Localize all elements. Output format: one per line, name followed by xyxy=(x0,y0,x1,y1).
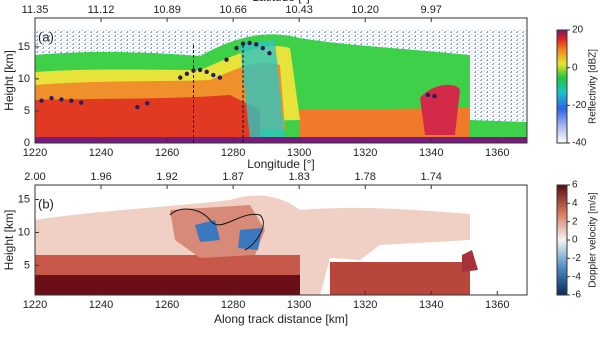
colorbar xyxy=(556,184,568,296)
y-axis-title: Height [km] xyxy=(2,210,16,271)
colorbar-tick-label: 4 xyxy=(572,198,578,209)
cloud-top-point xyxy=(49,95,54,101)
y-tick-label: 15 xyxy=(18,41,30,53)
x-tick-label: 1340 xyxy=(419,299,443,311)
top-tick-label: 10.20 xyxy=(351,4,379,16)
surface xyxy=(35,137,527,143)
x-tick-label: 1260 xyxy=(155,299,179,311)
velocity-field xyxy=(35,195,478,295)
top-tick-label: 1.74 xyxy=(421,171,442,183)
top-tick-label: 9.97 xyxy=(421,4,442,16)
field-cell xyxy=(420,84,460,135)
cloud-top-point xyxy=(197,67,203,73)
cloud-top-point xyxy=(234,45,239,51)
field-red xyxy=(35,95,260,138)
contour xyxy=(169,208,264,251)
panel-label: (a) xyxy=(38,29,54,44)
cloud-top-point xyxy=(211,72,216,78)
top-tick-label: 1.92 xyxy=(156,171,177,183)
cloud-top-point xyxy=(217,75,223,80)
colorbar-title: Reflectivity [dBZ] xyxy=(588,49,599,124)
top-tick-label: 10.66 xyxy=(219,4,247,16)
field-cyan xyxy=(240,40,285,140)
top-tick-label: 11.35 xyxy=(22,4,49,16)
cloud-top-point xyxy=(260,45,266,51)
cloud-top-point xyxy=(59,97,64,102)
colorbar-tick-label: 0 xyxy=(572,62,578,73)
y-tick-label: 15 xyxy=(18,193,30,205)
cloud-top-point xyxy=(39,98,44,103)
top-axis-title: Longitude [°] xyxy=(247,157,315,171)
cloud-top-point xyxy=(69,98,74,103)
field-blue xyxy=(195,220,262,250)
colorbar-tick-label: 20 xyxy=(572,25,584,36)
cloud-top-point xyxy=(178,75,183,80)
y-tick-label: 10 xyxy=(18,226,30,238)
x-tick-label: 1220 xyxy=(23,299,47,311)
x-tick-label: 1300 xyxy=(287,299,311,311)
top-tick-label: 1.87 xyxy=(222,171,243,183)
cloud-top-point xyxy=(184,71,190,76)
x-tick-label: 1360 xyxy=(485,147,509,159)
panel-label: (b) xyxy=(38,196,54,211)
top-tick-label: 1.83 xyxy=(288,171,309,183)
cloud-top-point xyxy=(204,69,209,75)
x-tick-label: 1280 xyxy=(221,147,245,159)
colorbar-tick-label: -20 xyxy=(572,100,587,111)
colorbar-tick-label: 2 xyxy=(572,216,578,227)
cloud-top-point xyxy=(240,41,246,46)
top-axis-title: Latitude [°] xyxy=(252,0,310,4)
cloud-top-point xyxy=(425,92,431,98)
colorbar-title: Doppler velocity [m/s] xyxy=(588,192,599,288)
top-tick-label: 1.96 xyxy=(90,171,111,183)
x-tick-label: 1240 xyxy=(89,147,113,159)
top-tick-label: 11.12 xyxy=(88,4,115,16)
x-tick-label: 1340 xyxy=(419,147,443,159)
x-axis-title: Along track distance [km] xyxy=(214,312,348,326)
cloud-top-point xyxy=(135,104,140,110)
cloud-top-point xyxy=(224,57,229,62)
colorbar xyxy=(556,29,568,144)
x-tick-label: 1320 xyxy=(353,147,377,159)
y-tick-label: 5 xyxy=(24,105,30,117)
cloud-top-point xyxy=(267,51,272,56)
plot-frame xyxy=(34,184,528,296)
field-dark xyxy=(35,275,300,295)
cloud-top-point xyxy=(145,101,150,106)
x-tick-label: 1260 xyxy=(155,147,179,159)
x-tick-label: 1280 xyxy=(221,299,245,311)
top-tick-label: 1.78 xyxy=(354,171,375,183)
colorbar-tick-label: 6 xyxy=(572,180,578,191)
reflectivity-field xyxy=(35,30,527,143)
top-tick-label: 2.00 xyxy=(24,171,45,183)
cloud-top-point xyxy=(247,40,252,46)
y-axis-title: Height [km] xyxy=(2,50,16,111)
plot-frame xyxy=(34,17,528,144)
x-tick-label: 1220 xyxy=(23,147,47,159)
colorbar-tick-label: -4 xyxy=(572,271,581,282)
x-tick-label: 1300 xyxy=(287,147,311,159)
field-low xyxy=(330,262,470,295)
cloud-top-point xyxy=(79,100,84,105)
y-tick-label: 5 xyxy=(24,259,30,271)
x-tick-label: 1240 xyxy=(89,299,113,311)
x-tick-label: 1360 xyxy=(485,299,509,311)
colorbar-tick-label: -2 xyxy=(572,253,581,264)
top-tick-label: 10.89 xyxy=(153,4,181,16)
field-cell xyxy=(462,250,478,272)
cloud-top-point xyxy=(191,68,196,73)
y-tick-label: 0 xyxy=(24,137,30,149)
cloud-top-point xyxy=(254,42,259,47)
colorbar-tick-label: 0 xyxy=(572,235,578,246)
colorbar-tick-label: -6 xyxy=(572,290,581,301)
top-tick-label: 10.43 xyxy=(285,4,313,16)
colorbar-tick-label: -40 xyxy=(572,138,587,149)
y-tick-label: 10 xyxy=(18,73,30,85)
cloud-top-point xyxy=(432,94,437,99)
x-tick-label: 1320 xyxy=(353,299,377,311)
